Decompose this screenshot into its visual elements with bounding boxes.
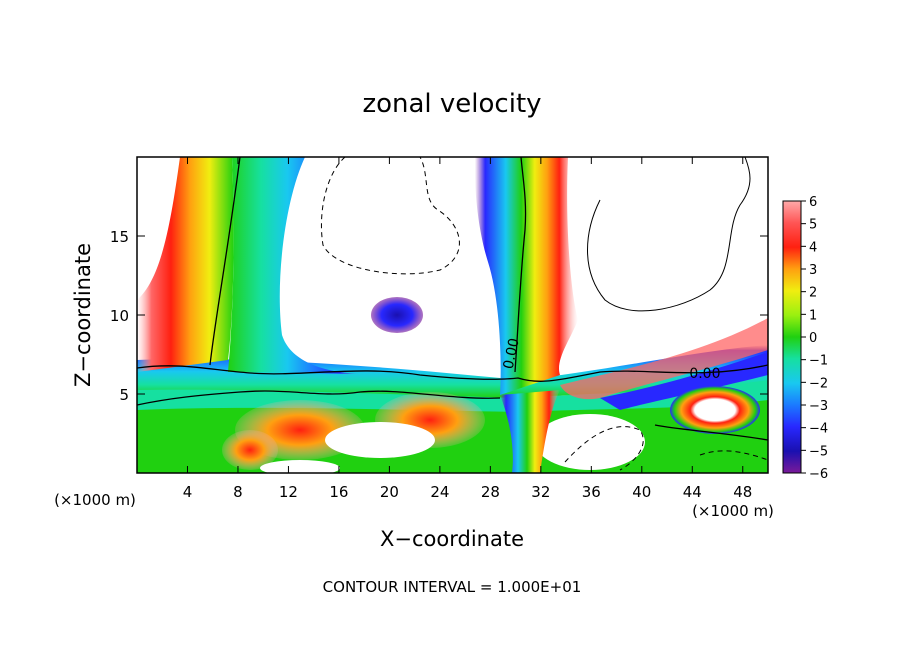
x-tick-label: 20 (380, 483, 399, 501)
x-unit-right-label: (×1000 m) (692, 502, 774, 520)
velocity-field (137, 157, 768, 473)
y-tick-label: 5 (119, 386, 129, 404)
x-axis-ticks: 4 8 12 16 20 24 28 32 36 40 44 48 (183, 157, 752, 501)
y-axis-ticks: 5 10 15 (110, 228, 768, 404)
x-unit-left-label: (×1000 m) (54, 491, 136, 509)
colorbar-tick-label: 6 (809, 195, 817, 210)
colorbar-tick-label: −5 (809, 444, 828, 459)
x-tick-label: 48 (733, 483, 752, 501)
y-axis-title: Z−coordinate (71, 243, 95, 387)
x-tick-label: 8 (233, 483, 243, 501)
colorbar-tick-label: 2 (809, 286, 817, 301)
colorbar-tick-label: −6 (809, 467, 828, 482)
colorbar-tick-label: 1 (809, 308, 817, 323)
contour-labels: 0.00 0.00 (501, 337, 721, 382)
x-tick-label: 28 (481, 483, 500, 501)
contour-interval-note: CONTOUR INTERVAL = 1.000E+01 (323, 578, 582, 596)
contour-label: 0.00 (689, 366, 720, 382)
x-tick-label: 16 (329, 483, 348, 501)
y-tick-label: 10 (110, 307, 129, 325)
colorbar-ticks: 6 5 4 3 2 1 0 −1 −2 −3 −4 −5 −6 (801, 195, 828, 482)
colorbar-tick-label: 4 (809, 240, 817, 255)
colorbar (782, 200, 802, 474)
x-tick-label: 36 (582, 483, 601, 501)
x-axis-title: X−coordinate (380, 527, 524, 551)
x-tick-label: 44 (683, 483, 702, 501)
x-tick-label: 32 (531, 483, 550, 501)
colorbar-tick-label: 3 (809, 263, 817, 278)
colorbar-tick-label: −1 (809, 354, 828, 369)
x-tick-label: 12 (279, 483, 298, 501)
colorbar-tick-label: −3 (809, 399, 828, 414)
contour-lines (137, 157, 768, 471)
contour-label: 0.00 (501, 337, 523, 371)
x-tick-label: 24 (430, 483, 449, 501)
x-tick-label: 4 (183, 483, 193, 501)
chart-title: zonal velocity (362, 89, 541, 119)
colorbar-tick-label: −2 (809, 376, 828, 391)
x-tick-label: 40 (632, 483, 651, 501)
colorbar-tick-label: 5 (809, 218, 817, 233)
colorbar-tick-label: −4 (809, 422, 828, 437)
colorbar-tick-label: 0 (809, 331, 817, 346)
y-tick-label: 15 (110, 228, 129, 246)
